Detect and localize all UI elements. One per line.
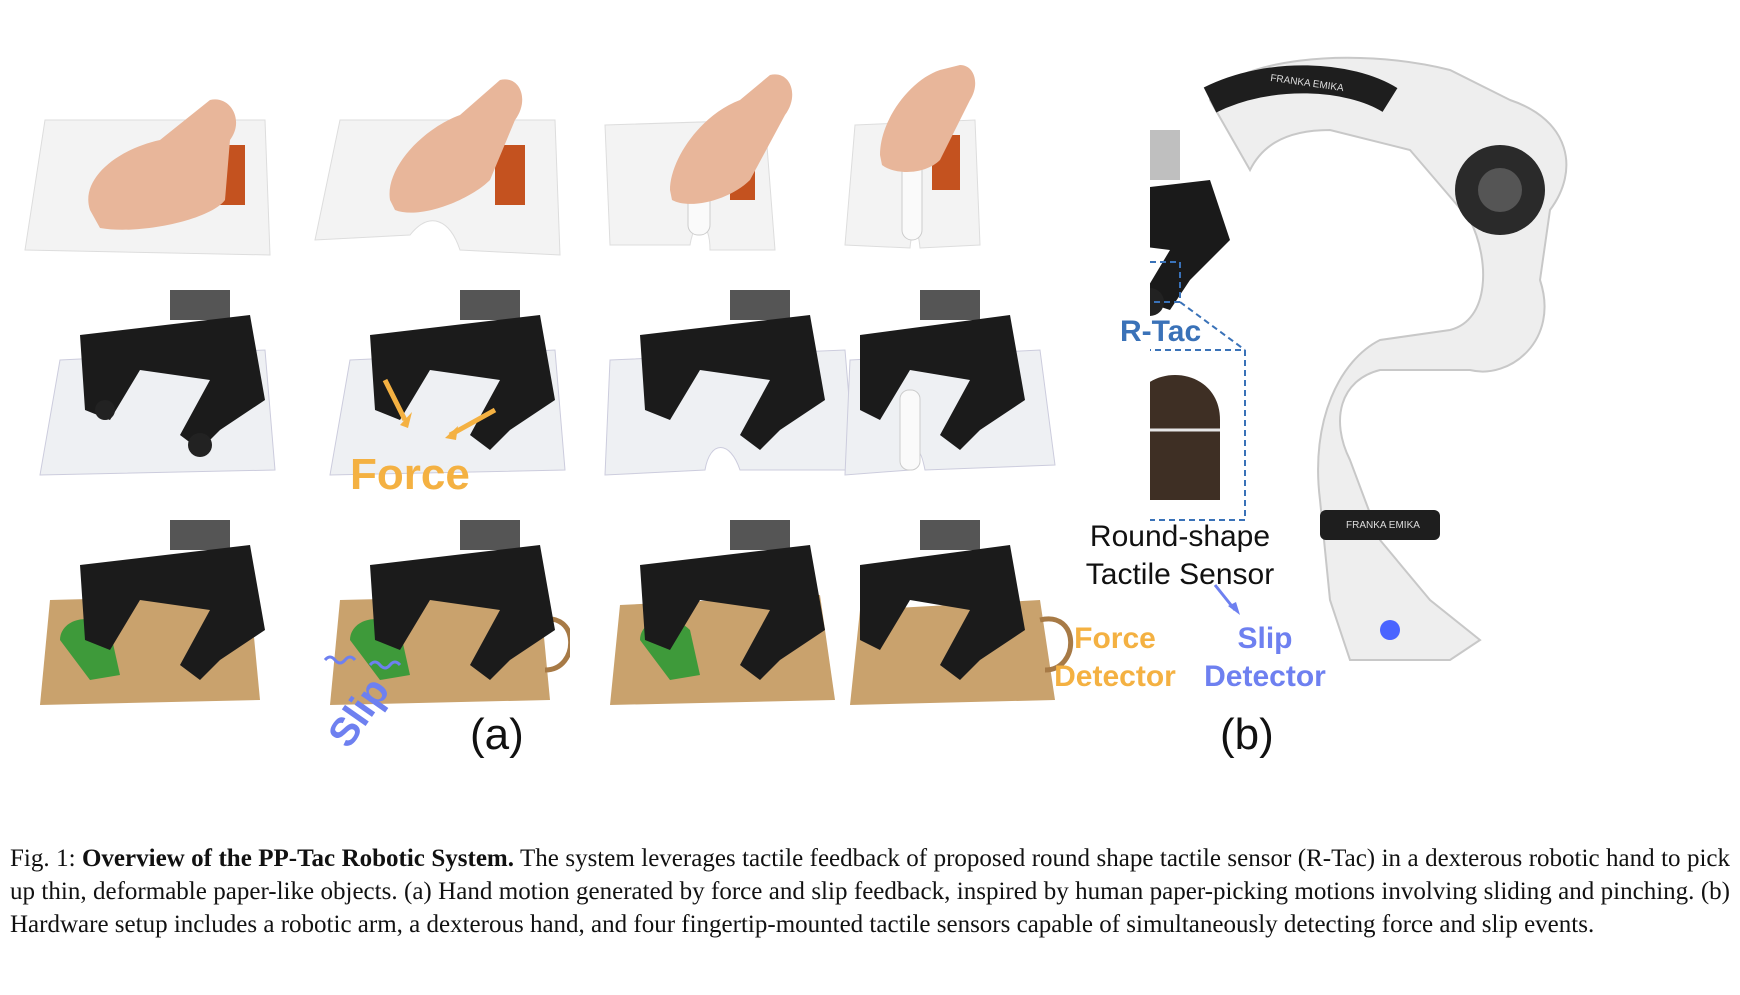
rtac-label: R-Tac: [1120, 315, 1202, 348]
caption-title: Overview of the PP-Tac Robotic System.: [81, 845, 514, 872]
force-detector-label: Force Detector: [1040, 620, 1190, 696]
human-hand-step-1: [20, 60, 280, 280]
slip-detector-label: Slip Detector: [1190, 620, 1340, 696]
force-label: Force: [350, 450, 470, 499]
brand-text-lower: FRANKA EMIKA: [1346, 520, 1420, 531]
sensor-description-line-1: Round-shape: [1089, 520, 1271, 553]
robot-paper-step-3: [600, 280, 860, 500]
robot-paper-step-4: [840, 280, 1100, 500]
robot-bag-step-1: [20, 510, 280, 730]
panel-b: R-Tac Round-shape Tactile Sensor Force D…: [1054, 40, 1730, 800]
panel-a: Force Slip (a): [20, 40, 1140, 780]
human-hand-step-4: [840, 60, 1100, 280]
human-hand-step-3: [600, 60, 860, 280]
panel-b-label: (b): [1220, 710, 1274, 759]
sensor-description-line-2: Tactile Sensor: [1085, 558, 1275, 591]
force-detector-line-2: Detector: [1054, 660, 1176, 693]
robot-bag-step-3: [600, 510, 860, 730]
caption-prefix: Fig. 1:: [10, 845, 82, 872]
human-hand-step-2: [310, 60, 570, 280]
robot-paper-step-1: [20, 280, 280, 500]
force-detector-line-1: Force: [1074, 622, 1156, 655]
slip-detector-line-2: Detector: [1204, 660, 1326, 693]
slip-detector-line-1: Slip: [1237, 622, 1293, 655]
robot-bag-step-2: [310, 510, 570, 730]
sensor-description: Round-shape Tactile Sensor: [1060, 518, 1300, 594]
panel-a-label: (a): [470, 710, 524, 759]
robot-bag-step-4: [840, 510, 1100, 730]
robot-paper-step-2: [310, 280, 570, 500]
caption-body: The system leverages tactile feedback of…: [10, 845, 1731, 938]
figure-1: Force Slip (a): [20, 40, 1730, 800]
figure-caption: Fig. 1: Overview of the PP-Tac Robotic S…: [10, 842, 1730, 941]
robot-arm-illustration: [1150, 56, 1568, 661]
